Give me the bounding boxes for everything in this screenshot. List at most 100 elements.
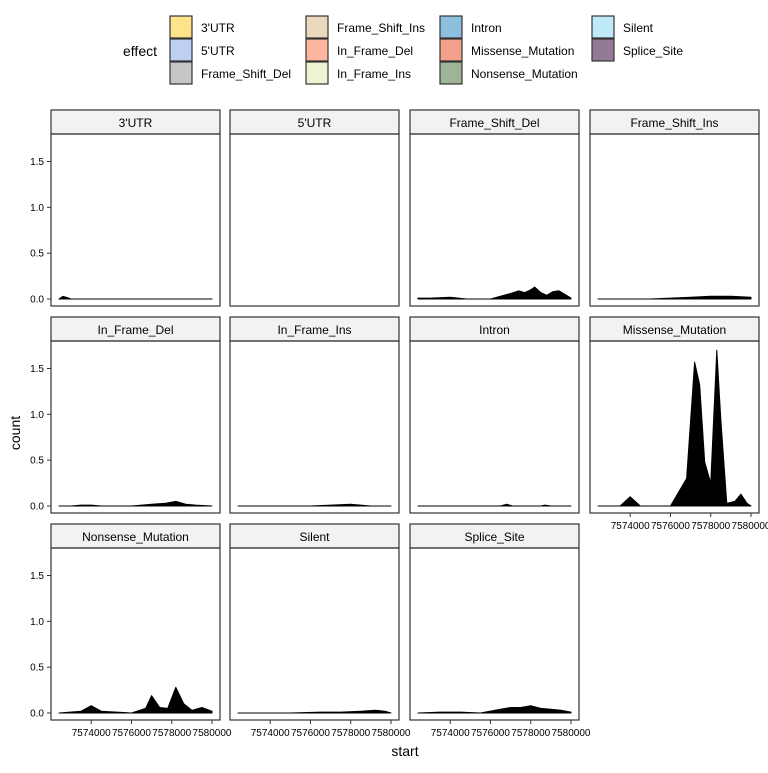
- facet-nonsense-mutation: Nonsense_Mutation 0.0 0.5 1.0 1.5 7574000 7576…: [30, 523, 232, 739]
- y-tick-label: 0.5: [30, 663, 44, 674]
- legend-key-silent: [591, 15, 615, 39]
- facet-missense-mutation: Missense_Mutation 7574000 7576000 7578000 75…: [589, 316, 768, 532]
- facet-strip-label: 5'UTR: [298, 116, 332, 130]
- legend-item-3-utr: 3'UTR: [169, 15, 235, 39]
- facet-strip-label: Intron: [479, 323, 510, 337]
- y-tick-label: 1.0: [30, 617, 44, 628]
- y-axis-label: count: [7, 416, 23, 450]
- legend-item-splice-site: Splice_Site: [591, 38, 683, 62]
- legend-item-missense-mutation: Missense_Mutation: [439, 38, 574, 62]
- density-area-intron: [417, 503, 572, 507]
- legend-key-in-frame-del: [305, 38, 329, 62]
- y-tick-label: 0.5: [30, 249, 44, 260]
- y-tick-label: 1.0: [30, 410, 44, 421]
- y-tick-label: 1.5: [30, 157, 44, 168]
- x-tick-label: 7574000: [72, 728, 111, 739]
- legend-key-missense-mutation: [439, 38, 463, 62]
- facet-strip-label: 3'UTR: [119, 116, 153, 130]
- legend-label-splice-site: Splice_Site: [623, 44, 683, 58]
- facet-panel-border: [589, 340, 760, 514]
- legend-label-intron: Intron: [471, 21, 502, 35]
- density-area-silent: [237, 709, 392, 714]
- x-tick-label: 7580000: [732, 521, 768, 532]
- facet-in-frame-ins: In_Frame_Ins: [229, 316, 400, 514]
- facet-strip: [589, 316, 760, 342]
- facet-panel-border: [229, 133, 400, 307]
- legend-item-silent: Silent: [591, 15, 654, 39]
- legend-title: effect: [123, 43, 157, 59]
- y-tick-label: 0.5: [30, 456, 44, 467]
- legend-label-in-frame-ins: In_Frame_Ins: [337, 67, 411, 81]
- facet-splice-site: Splice_Site 7574000 7576000 7578000 7580000: [409, 523, 591, 739]
- facet-in-frame-del: In_Frame_Del 0.0 0.5 1.0 1.5: [30, 316, 221, 514]
- legend-key-in-frame-ins: [305, 61, 329, 85]
- facet-strip-label: Missense_Mutation: [623, 323, 726, 337]
- legend-key-frame-shift-ins: [305, 15, 329, 39]
- legend-item-intron: Intron: [439, 15, 502, 39]
- density-area-nonsense-mutation: [58, 686, 213, 714]
- x-tick-label: 7578000: [331, 728, 370, 739]
- facet-strip-label: In_Frame_Del: [97, 323, 173, 337]
- legend-label-5-utr: 5'UTR: [201, 44, 235, 58]
- facet-panel-border: [229, 340, 400, 514]
- facet-strip-label: Frame_Shift_Ins: [630, 116, 718, 130]
- density-area-missense-mutation: [597, 349, 752, 507]
- y-tick-label: 0.0: [30, 295, 44, 306]
- x-tick-label: 7580000: [552, 728, 591, 739]
- x-tick-label: 7578000: [152, 728, 191, 739]
- legend-item-frame-shift-del: Frame_Shift_Del: [169, 61, 291, 85]
- facet-5-utr: 5'UTR: [229, 109, 400, 307]
- facet-strip-label: Nonsense_Mutation: [82, 530, 189, 544]
- legend-label-silent: Silent: [623, 21, 654, 35]
- facet-panels: 3'UTR 0.0 0.5 1.0 1.5 5'UTR Frame_Shift_Del Fra…: [30, 109, 768, 739]
- legend-item-nonsense-mutation: Nonsense_Mutation: [439, 61, 578, 85]
- legend-key-frame-shift-del: [169, 61, 193, 85]
- facet-strip: [50, 109, 221, 135]
- legend-item-in-frame-ins: In_Frame_Ins: [305, 61, 411, 85]
- facet-strip: [409, 109, 580, 135]
- legend-label-3-utr: 3'UTR: [201, 21, 235, 35]
- y-tick-label: 0.0: [30, 502, 44, 513]
- y-tick-label: 1.0: [30, 203, 44, 214]
- legend-key-intron: [439, 15, 463, 39]
- x-tick-label: 7574000: [611, 521, 650, 532]
- facet-panel-border: [409, 547, 580, 721]
- legend-key-nonsense-mutation: [439, 61, 463, 85]
- y-tick-label: 1.5: [30, 364, 44, 375]
- facet-silent: Silent 7574000 7576000 7578000 7580000: [229, 523, 411, 739]
- facet-strip-label: Silent: [299, 530, 330, 544]
- facet-strip: [50, 316, 221, 342]
- legend-key-splice-site: [591, 38, 615, 62]
- density-area-splice-site: [417, 705, 572, 714]
- x-tick-label: 7574000: [251, 728, 290, 739]
- facet-strip-label: Frame_Shift_Del: [449, 116, 539, 130]
- facet-frame-shift-ins: Frame_Shift_Ins: [589, 109, 760, 307]
- x-tick-label: 7580000: [372, 728, 411, 739]
- legend-label-missense-mutation: Missense_Mutation: [471, 44, 574, 58]
- density-area-frame-shift-del: [417, 286, 572, 300]
- density-area-3-utr: [58, 295, 213, 300]
- x-tick-label: 7576000: [291, 728, 330, 739]
- legend-key-5-utr: [169, 38, 193, 62]
- facet-strip: [409, 316, 580, 342]
- facet-panel-border: [409, 340, 580, 514]
- legend-label-nonsense-mutation: Nonsense_Mutation: [471, 67, 578, 81]
- density-area-frame-shift-ins: [597, 295, 752, 300]
- x-tick-label: 7578000: [511, 728, 550, 739]
- facet-panel-border: [589, 133, 760, 307]
- facet-panel-border: [229, 547, 400, 721]
- density-area-in-frame-del: [58, 500, 213, 507]
- legend-label-frame-shift-del: Frame_Shift_Del: [201, 67, 291, 81]
- legend: effect 3'UTR 5'UTR Frame_Shift_Del Frame_Sh…: [123, 15, 683, 85]
- x-tick-label: 7576000: [471, 728, 510, 739]
- legend-label-frame-shift-ins: Frame_Shift_Ins: [337, 21, 425, 35]
- facet-panel-border: [50, 340, 221, 514]
- facet-3-utr: 3'UTR 0.0 0.5 1.0 1.5: [30, 109, 221, 307]
- facet-strip-label: Splice_Site: [464, 530, 524, 544]
- y-tick-label: 0.0: [30, 709, 44, 720]
- x-tick-label: 7580000: [193, 728, 232, 739]
- facet-intron: Intron: [409, 316, 580, 514]
- legend-item-5-utr: 5'UTR: [169, 38, 235, 62]
